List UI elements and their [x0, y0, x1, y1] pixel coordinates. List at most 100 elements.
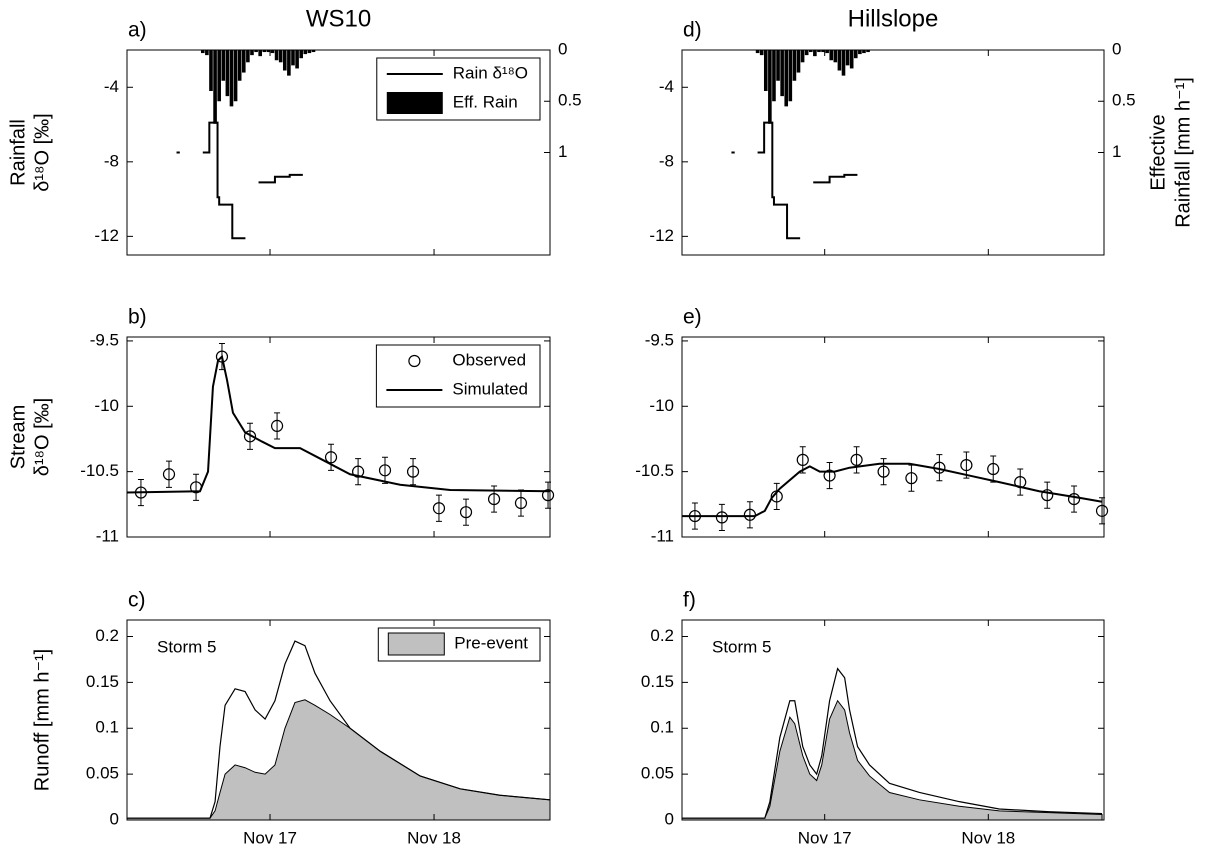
y-tick-label: -10: [94, 396, 119, 415]
legend-label: Observed: [452, 350, 526, 369]
error-bar: [435, 494, 442, 522]
y2-tick-label: 0.5: [558, 91, 582, 110]
rain-bar: [291, 50, 295, 66]
error-bar: [328, 443, 335, 471]
axis-label: Effective: [1147, 114, 1169, 190]
y-tick-label: 0: [110, 809, 119, 828]
x-tick-label: Nov 18: [407, 828, 461, 847]
error-bar: [1044, 481, 1051, 509]
rain-bar: [270, 50, 275, 54]
rain-bar: [849, 50, 854, 69]
legend-swatch: [386, 92, 443, 114]
y-tick-label: -12: [94, 226, 119, 245]
y-tick-label: 0.2: [95, 626, 119, 645]
annotation: Storm 5: [157, 637, 217, 656]
annotation: Storm 5: [712, 637, 772, 656]
rain-bar: [233, 50, 238, 102]
panel-label: b): [128, 306, 147, 329]
observed-point: [1095, 504, 1109, 517]
axis-label: Rainfall [mm h⁻¹]: [1172, 77, 1194, 228]
rain-bar: [813, 50, 817, 57]
legend-label: Eff. Rain: [453, 92, 518, 111]
data-line: [682, 667, 1103, 819]
legend-label: Simulated: [452, 379, 528, 398]
panel-label: e): [683, 306, 702, 329]
rain-bar: [205, 50, 209, 56]
observed-point: [514, 496, 528, 510]
observed-point: [796, 453, 809, 466]
area: [126, 699, 551, 821]
axis-label: Rainfall: [7, 119, 29, 186]
rain-bar: [776, 50, 780, 81]
error-bar: [463, 498, 470, 526]
axis-label: δ¹⁸O [‰]: [31, 398, 53, 476]
y-tick-label: 0.15: [86, 672, 119, 691]
rain-bar: [821, 50, 825, 53]
observed-point: [715, 511, 729, 524]
area: [681, 699, 1103, 821]
error-bar: [410, 458, 417, 486]
rain-bar: [755, 50, 760, 54]
error-bar: [381, 456, 388, 484]
error-bar: [773, 482, 780, 511]
y2-tick-label: 1: [1112, 142, 1121, 161]
legend-swatch: [408, 354, 421, 368]
rain-bar: [780, 50, 784, 97]
rain-bar: [262, 50, 267, 53]
error-bar: [746, 501, 753, 529]
y-tick-label: 0.15: [641, 672, 674, 691]
panel-label: d): [683, 19, 702, 42]
axis-label: Stream: [7, 405, 29, 469]
y-tick-label: 0: [665, 809, 674, 828]
error-bar: [990, 455, 997, 483]
error-bar: [247, 422, 254, 450]
rain-bar: [295, 50, 299, 69]
data-line: [176, 121, 303, 240]
observed-point: [459, 506, 473, 519]
error-bar: [165, 460, 172, 488]
error-bar: [799, 446, 806, 474]
y2-tick-label: 0: [558, 39, 567, 58]
rain-bar: [209, 50, 213, 91]
y-tick-label: -8: [104, 151, 119, 170]
rain-bar: [274, 50, 279, 61]
error-bar: [826, 461, 833, 490]
x-tick-label: Nov 17: [243, 828, 297, 847]
error-bar: [853, 446, 860, 474]
rain-bar: [229, 50, 234, 107]
y2-tick-label: 1: [558, 142, 567, 161]
rain-bar: [266, 50, 271, 53]
plot-frame: [681, 49, 1105, 256]
rain-bar: [866, 50, 870, 53]
rain-bar: [862, 50, 866, 54]
y-tick-label: -8: [659, 151, 674, 170]
rain-bar: [800, 50, 805, 63]
observed-point: [877, 465, 890, 478]
error-bar: [355, 458, 362, 486]
rain-bar: [768, 50, 772, 124]
y-tick-label: 0.05: [641, 764, 674, 783]
data-line: [731, 121, 858, 240]
rain-bar: [287, 50, 291, 76]
error-bar: [517, 489, 524, 517]
legend-label: Pre-event: [454, 633, 528, 652]
error-bar: [193, 473, 200, 501]
rain-bar: [796, 50, 801, 73]
panel-title: WS10: [306, 5, 371, 32]
rain-bar: [254, 50, 258, 53]
observed-point: [905, 472, 918, 485]
rain-bar: [759, 50, 764, 56]
rain-bar: [282, 50, 287, 71]
observed-point: [352, 465, 365, 478]
observed-point: [270, 419, 284, 432]
rain-bar: [241, 50, 246, 73]
rain-bar: [250, 50, 254, 56]
x-tick-label: Nov 18: [961, 828, 1015, 847]
panel-label: a): [128, 19, 147, 42]
y-tick-label: -9.5: [645, 330, 674, 349]
observed-point: [823, 469, 836, 482]
data-line: [126, 354, 551, 494]
rain-bar: [225, 50, 230, 97]
data-line: [682, 462, 1103, 518]
